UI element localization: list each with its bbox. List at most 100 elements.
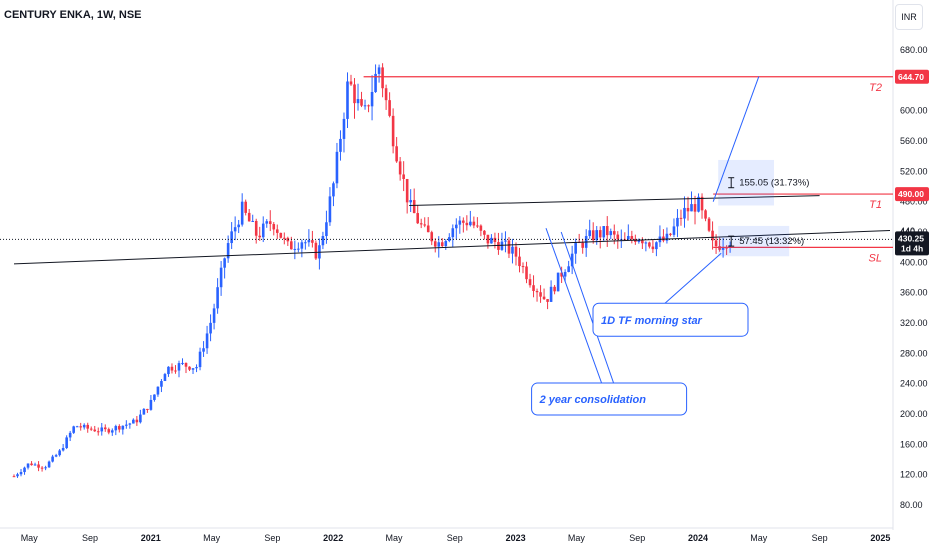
candle-body — [339, 138, 342, 152]
candle-body — [528, 279, 532, 286]
candle-body — [721, 247, 725, 250]
candle-body — [12, 476, 16, 478]
candle-body — [458, 220, 462, 225]
candle-body — [135, 419, 139, 423]
candle-body — [342, 118, 346, 139]
candle-body — [616, 234, 620, 240]
candle-body — [388, 100, 391, 116]
callout-pointer — [545, 228, 603, 384]
candle-body — [612, 231, 616, 235]
candle-body — [570, 253, 574, 267]
candle-body — [648, 242, 651, 247]
candle-body — [272, 224, 276, 230]
candle-body — [311, 240, 314, 243]
candle-body — [61, 447, 65, 451]
candle-body — [609, 231, 613, 236]
candle-body — [532, 285, 535, 291]
time-tick-label: May — [568, 533, 586, 543]
candle-body — [637, 240, 641, 242]
price-tick-label: 480.00 — [900, 197, 928, 207]
candle-body — [455, 224, 458, 229]
candle-body — [514, 246, 518, 257]
candle-body — [286, 237, 290, 242]
candle-body — [539, 292, 542, 297]
candle-body — [128, 423, 132, 425]
candle-body — [26, 463, 30, 468]
price-tick-label: 400.00 — [900, 257, 928, 267]
candle-body — [96, 431, 100, 433]
candle-body — [714, 240, 718, 247]
candle-body — [233, 227, 237, 232]
price-tick-label: 680.00 — [900, 45, 928, 55]
candle-body — [690, 204, 693, 212]
candle-body — [490, 237, 493, 244]
time-tick-label: May — [203, 533, 221, 543]
candle-body — [591, 230, 595, 241]
candle-body — [563, 271, 567, 277]
countdown-text: 1d 4h — [901, 243, 923, 253]
candle-body — [405, 178, 409, 203]
price-badge-text: 490.00 — [898, 189, 924, 199]
chart-title: CENTURY ENKA, 1W, NSE — [4, 9, 142, 21]
candle-body — [328, 196, 332, 223]
candle-body — [693, 204, 697, 212]
candle-body — [479, 225, 483, 231]
candle-body — [560, 272, 563, 277]
measure-box — [718, 225, 790, 257]
candle-body — [65, 437, 68, 448]
candle-body — [370, 91, 374, 107]
candle-body — [391, 115, 395, 147]
candle-body — [167, 366, 170, 375]
candle-body — [170, 366, 174, 371]
currency-button[interactable]: INR — [895, 4, 923, 30]
candle-body — [156, 386, 160, 395]
candle-body — [251, 220, 255, 222]
candle-body — [437, 242, 441, 247]
price-tick-label: 280.00 — [900, 348, 928, 358]
candle-body — [212, 308, 216, 323]
candle-body — [430, 232, 434, 242]
candle-body — [504, 240, 507, 242]
candle-body — [465, 222, 469, 226]
time-tick-label: Sep — [629, 533, 645, 543]
candle-body — [125, 424, 128, 426]
time-tick-label: Sep — [264, 533, 280, 543]
candle-body — [507, 240, 511, 254]
candle-body — [627, 236, 630, 240]
candle-body — [581, 242, 584, 248]
candle-body — [416, 213, 419, 224]
candle-body — [258, 235, 262, 238]
candle-body — [139, 414, 142, 423]
candle-body — [132, 419, 135, 424]
candle-body — [683, 207, 686, 219]
callout-pointer — [560, 231, 615, 384]
candle-body — [409, 200, 412, 203]
candle-body — [297, 248, 300, 250]
level-label-sl: SL — [869, 252, 882, 264]
candle-body — [30, 463, 33, 466]
price-tick-label: 600.00 — [900, 106, 928, 116]
candle-body — [275, 229, 279, 233]
candle-body — [19, 472, 23, 475]
price-tick-label: 200.00 — [900, 409, 928, 419]
level-label-t1: T1 — [869, 199, 882, 211]
candle-body — [707, 218, 711, 231]
current-price-text: 430.25 — [898, 233, 924, 243]
candle-body — [163, 374, 167, 382]
candle-body — [535, 290, 539, 293]
candle-body — [153, 394, 156, 400]
candle-body — [447, 237, 451, 241]
candle-body — [469, 221, 472, 226]
candle-body — [662, 236, 665, 241]
price-badge-text: 644.70 — [898, 72, 924, 82]
candle-body — [79, 426, 82, 428]
price-badge-t2 — [895, 69, 929, 84]
candle-body — [384, 88, 388, 101]
candle-body — [497, 242, 500, 250]
candle-body — [114, 426, 118, 431]
candle-body — [549, 286, 553, 302]
candle-body — [244, 201, 247, 213]
candle-body — [174, 370, 177, 372]
candle-body — [230, 231, 233, 244]
